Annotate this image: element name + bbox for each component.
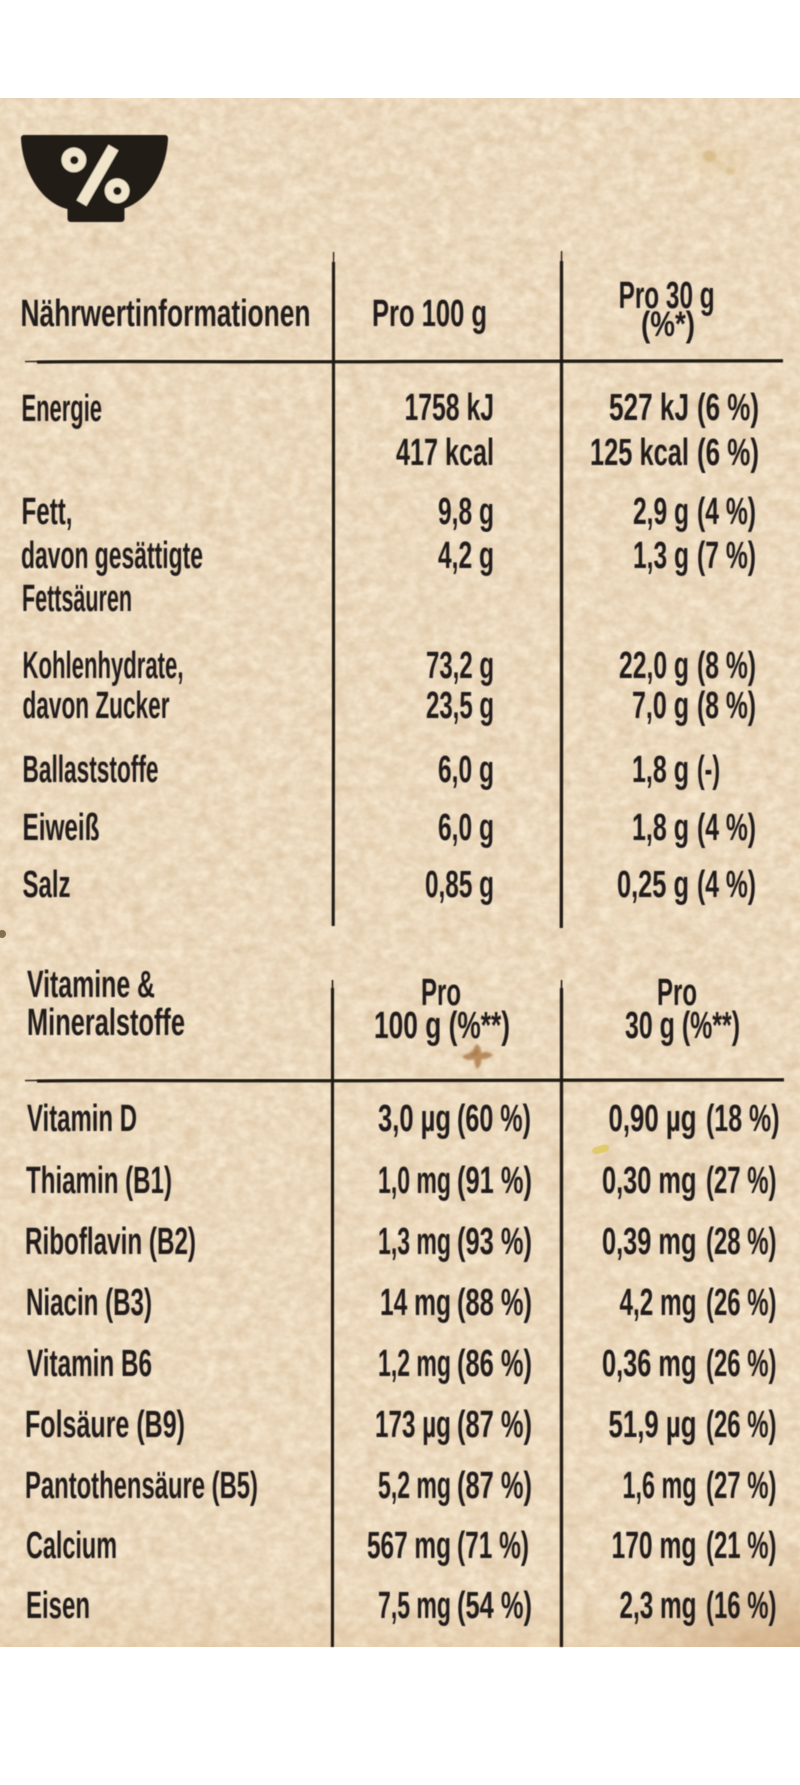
svg-text:Pro: Pro [421,972,461,1014]
svg-text:Pantothensäure (B5): Pantothensäure (B5) [25,1465,258,1507]
svg-text:9,8 g: 9,8 g [438,491,494,533]
svg-text:(71 %): (71 %) [457,1525,529,1567]
svg-text:(4 %): (4 %) [697,491,756,533]
svg-text:170 mg: 170 mg [612,1525,697,1567]
svg-text:Niacin (B3): Niacin (B3) [26,1282,152,1324]
svg-text:Riboflavin (B2): Riboflavin (B2) [25,1221,196,1263]
svg-text:(21 %): (21 %) [706,1525,777,1567]
svg-text:Kohlenhydrate,: Kohlenhydrate, [23,645,184,687]
svg-text:4,2 mg: 4,2 mg [620,1282,697,1324]
svg-text:0,85 g: 0,85 g [425,864,494,906]
svg-text:(8 %): (8 %) [697,645,756,687]
svg-text:1,3 mg: 1,3 mg [378,1221,451,1263]
svg-text:1,6 mg: 1,6 mg [623,1465,697,1507]
svg-text:davon Zucker: davon Zucker [23,685,170,727]
svg-text:Vitamin B6: Vitamin B6 [27,1343,152,1385]
svg-text:(88 %): (88 %) [457,1282,532,1324]
svg-text:125 kcal: 125 kcal [590,432,689,474]
svg-text:22,0 g: 22,0 g [619,645,689,687]
svg-text:Salz: Salz [23,864,71,906]
svg-text:1,8 g: 1,8 g [632,807,689,849]
svg-text:Vitamine &: Vitamine & [27,964,155,1006]
svg-text:Thiamin (B1): Thiamin (B1) [26,1160,172,1202]
svg-text:1,0 mg: 1,0 mg [378,1160,451,1202]
svg-text:73,2 g: 73,2 g [426,645,494,687]
svg-text:Calcium: Calcium [26,1525,117,1567]
svg-text:0,90 µg: 0,90 µg [609,1098,697,1140]
svg-text:0,36 mg: 0,36 mg [602,1343,697,1385]
svg-text:(93 %): (93 %) [457,1221,532,1263]
svg-text:Fettsäuren: Fettsäuren [22,578,132,620]
svg-text:Energie: Energie [22,388,103,430]
svg-text:567 mg: 567 mg [367,1525,451,1567]
svg-text:(16 %): (16 %) [706,1585,777,1627]
svg-text:Fett,: Fett, [22,491,73,533]
svg-text:Mineralstoffe: Mineralstoffe [27,1002,185,1044]
svg-text:(28 %): (28 %) [706,1221,777,1263]
svg-text:417 kcal: 417 kcal [396,432,494,474]
svg-text:0,30 mg: 0,30 mg [602,1160,697,1202]
svg-text:(27 %): (27 %) [706,1160,777,1202]
svg-text:Pro: Pro [657,972,697,1014]
svg-text:23,5 g: 23,5 g [426,685,494,727]
svg-text:(4 %): (4 %) [697,807,756,849]
svg-text:4,2 g: 4,2 g [438,535,494,577]
svg-text:5,2 mg: 5,2 mg [378,1465,451,1507]
svg-text:(26 %): (26 %) [706,1404,777,1446]
svg-text:173 µg: 173 µg [375,1404,451,1446]
svg-text:Ballaststoffe: Ballaststoffe [23,749,159,791]
svg-text:(%*): (%*) [641,305,695,344]
svg-text:(26 %): (26 %) [706,1343,777,1385]
svg-text:(18 %): (18 %) [706,1098,780,1140]
svg-text:Nährwertinformationen: Nährwertinformationen [21,293,311,335]
svg-text:(6 %): (6 %) [697,432,759,474]
svg-text:(4 %): (4 %) [697,864,756,906]
svg-text:(54 %): (54 %) [457,1585,532,1627]
svg-text:6,0 g: 6,0 g [438,749,494,791]
svg-text:(7 %): (7 %) [697,535,756,577]
svg-text:(26 %): (26 %) [706,1282,777,1324]
svg-text:(60 %): (60 %) [457,1098,531,1140]
svg-text:(87 %): (87 %) [457,1404,532,1446]
svg-text:1758 kJ: 1758 kJ [405,387,495,429]
svg-text:2,9 g: 2,9 g [633,491,689,533]
svg-text:(86 %): (86 %) [457,1343,532,1385]
svg-text:0,39 mg: 0,39 mg [602,1221,697,1263]
svg-text:527 kJ: 527 kJ [609,387,689,429]
svg-text:(91 %): (91 %) [457,1160,532,1202]
svg-text:Pro 30 g: Pro 30 g [619,275,715,317]
svg-text:Vitamin D: Vitamin D [27,1098,137,1140]
svg-text:100 g (%**): 100 g (%**) [374,1005,510,1047]
svg-text:1,3 g: 1,3 g [633,535,689,577]
svg-text:(-): (-) [697,749,720,791]
svg-text:Pro 100 g: Pro 100 g [372,293,487,335]
svg-text:(27 %): (27 %) [706,1465,777,1507]
svg-text:(87 %): (87 %) [457,1465,532,1507]
svg-text:7,0 g: 7,0 g [632,685,689,727]
svg-text:2,3 mg: 2,3 mg [620,1585,697,1627]
svg-text:30 g (%**): 30 g (%**) [625,1005,740,1047]
svg-text:(6 %): (6 %) [697,387,759,429]
svg-text:Eisen: Eisen [26,1585,90,1627]
svg-text:(8 %): (8 %) [697,685,756,727]
svg-text:6,0 g: 6,0 g [438,807,494,849]
svg-text:3,0 µg: 3,0 µg [378,1098,451,1140]
svg-text:1,2 mg: 1,2 mg [378,1343,451,1385]
svg-text:1,8 g: 1,8 g [632,749,689,791]
svg-text:davon gesättigte: davon gesättigte [21,535,203,577]
svg-text:14 mg: 14 mg [380,1282,451,1324]
svg-text:51,9 µg: 51,9 µg [609,1404,697,1446]
svg-text:Folsäure (B9): Folsäure (B9) [25,1404,185,1446]
svg-text:0,25 g: 0,25 g [617,864,689,906]
svg-text:7,5 mg: 7,5 mg [378,1585,451,1627]
svg-text:Eiweiß: Eiweiß [23,807,100,849]
